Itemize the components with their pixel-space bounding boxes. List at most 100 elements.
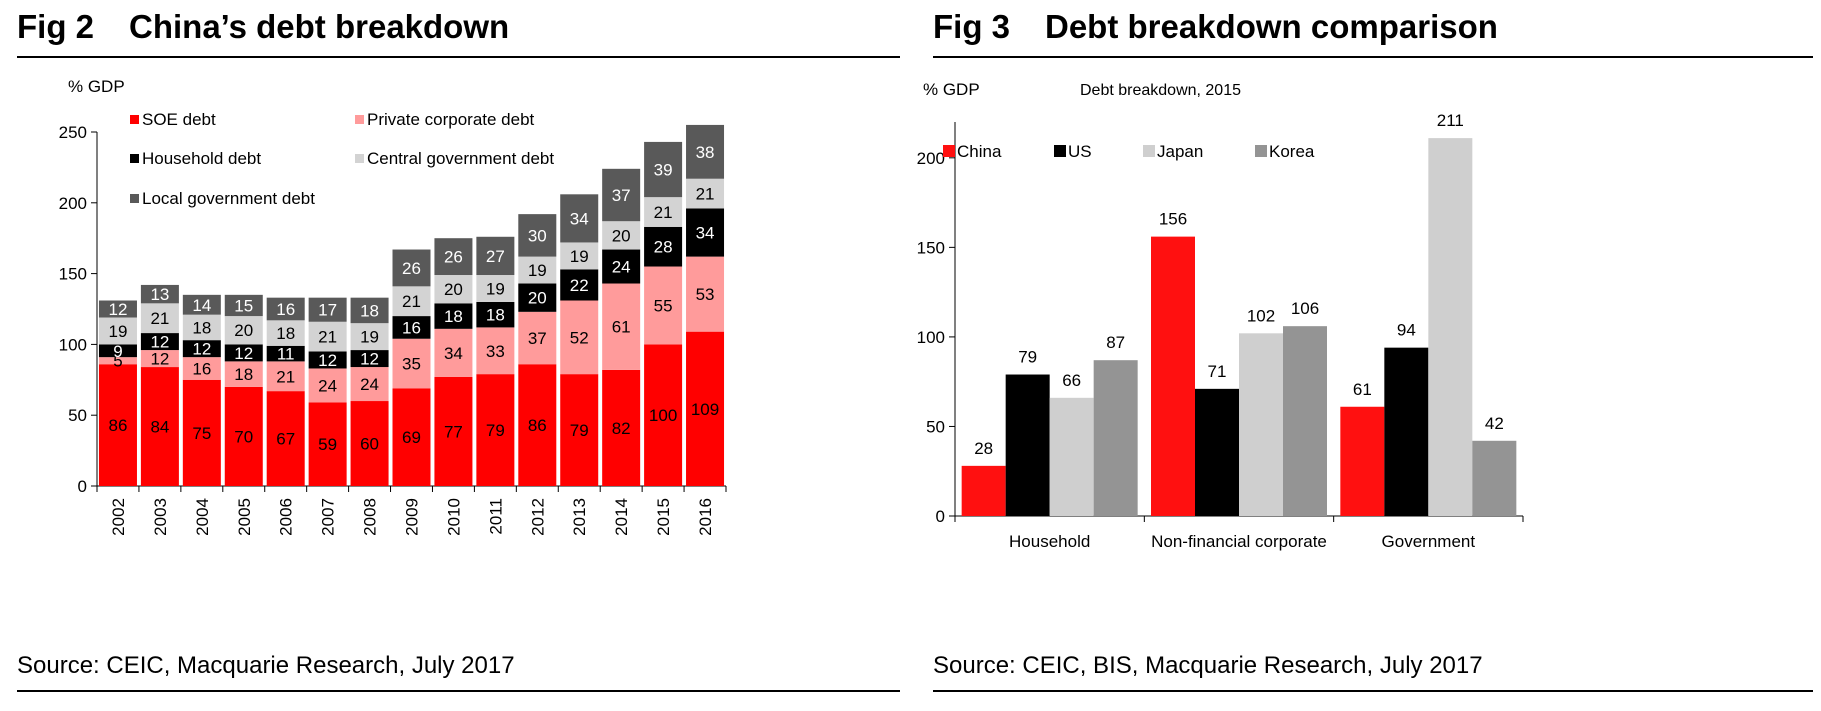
data-label-local-government-debt-2004: 14 — [192, 296, 211, 315]
bar-private-corporate-debt-2014 — [602, 283, 641, 370]
data-label-private-corporate-debt-2011: 33 — [486, 342, 505, 361]
legend-label-korea: Korea — [1269, 142, 1315, 161]
bar-local-government-debt-2002 — [98, 300, 137, 318]
data-label-household-debt-2015: 28 — [654, 238, 673, 257]
bar-household-debt-2004 — [182, 340, 221, 358]
bar-korea-household — [1093, 360, 1138, 516]
bar-central-government-debt-2016 — [686, 178, 725, 209]
bar-private-corporate-debt-2007 — [308, 368, 347, 403]
legend-swatch-private-corporate-debt — [355, 115, 364, 124]
bar-japan-household — [1049, 397, 1094, 516]
bar-local-government-debt-2012 — [518, 214, 557, 257]
data-label-central-government-debt-2016: 21 — [696, 185, 715, 204]
bar-us-household — [1005, 374, 1050, 516]
bar-household-debt-2012 — [518, 283, 557, 312]
data-label-japan-non-financial-corporate: 102 — [1247, 306, 1275, 325]
bar-local-government-debt-2013 — [560, 194, 599, 243]
bar-soe-debt-2004 — [182, 379, 221, 486]
bar-us-government — [1384, 347, 1429, 516]
data-label-soe-debt-2003: 84 — [150, 418, 169, 437]
data-label-soe-debt-2004: 75 — [192, 424, 211, 443]
data-label-private-corporate-debt-2008: 24 — [360, 375, 379, 394]
data-label-household-debt-2004: 12 — [192, 340, 211, 359]
bar-household-debt-2009 — [392, 316, 431, 339]
data-label-soe-debt-2016: 109 — [691, 400, 719, 419]
data-label-private-corporate-debt-2012: 37 — [528, 329, 547, 348]
figure-3-panel: Fig 3 Debt breakdown comparison % GDP Debt… — [917, 0, 1821, 711]
bar-private-corporate-debt-2002 — [98, 357, 137, 365]
data-label-private-corporate-debt-2007: 24 — [318, 376, 337, 395]
bar-private-corporate-debt-2013 — [560, 300, 599, 375]
bar-central-government-debt-2015 — [644, 197, 683, 227]
bar-soe-debt-2006 — [266, 391, 305, 486]
legend-label-china: China — [957, 142, 1002, 161]
bar-household-debt-2013 — [560, 269, 599, 301]
data-label-private-corporate-debt-2009: 35 — [402, 355, 421, 374]
bar-private-corporate-debt-2010 — [434, 328, 473, 377]
data-label-private-corporate-debt-2016: 53 — [696, 285, 715, 304]
bar-japan-government — [1428, 138, 1473, 517]
legend-swatch-us — [1054, 145, 1066, 157]
data-label-household-debt-2012: 20 — [528, 289, 547, 308]
x-tick-label-2013: 2013 — [570, 498, 589, 536]
bar-private-corporate-debt-2003 — [140, 350, 179, 368]
bar-china-household — [961, 465, 1006, 516]
data-label-local-government-debt-2014: 37 — [612, 186, 631, 205]
legend-label-local-government-debt: Local government debt — [142, 189, 315, 208]
bar-local-government-debt-2006 — [266, 297, 305, 321]
bar-central-government-debt-2007 — [308, 321, 347, 352]
figure-2-heading: China’s debt breakdown — [129, 8, 510, 45]
bar-private-corporate-debt-2006 — [266, 361, 305, 392]
data-label-household-debt-2005: 12 — [234, 344, 253, 363]
bar-central-government-debt-2006 — [266, 320, 305, 346]
bar-local-government-debt-2016 — [686, 124, 725, 179]
x-tick-label-2004: 2004 — [193, 498, 212, 536]
y-tick-label-200: 200 — [59, 194, 87, 213]
data-label-household-debt-2002: 9 — [113, 342, 122, 361]
data-label-household-debt-2014: 24 — [612, 258, 631, 277]
bar-central-government-debt-2002 — [98, 317, 137, 345]
bar-us-non-financial-corporate — [1195, 388, 1239, 516]
data-label-household-debt-2013: 22 — [570, 276, 589, 295]
data-label-local-government-debt-2012: 30 — [528, 226, 547, 245]
legend-label-soe-debt: SOE debt — [142, 110, 216, 129]
x-tick-label-2007: 2007 — [319, 498, 338, 536]
bar-local-government-debt-2010 — [434, 238, 473, 276]
bar-household-debt-2002 — [98, 344, 137, 358]
data-label-central-government-debt-2012: 19 — [528, 261, 547, 280]
figure-3-title: Fig 3 Debt breakdown comparison — [933, 8, 1498, 46]
y-tick-label-100: 100 — [59, 335, 87, 354]
figure-3-heading: Debt breakdown comparison — [1045, 8, 1498, 45]
bar-household-debt-2016 — [686, 208, 725, 257]
bar-local-government-debt-2004 — [182, 294, 221, 315]
x-tick-label-2010: 2010 — [444, 498, 463, 536]
legend-swatch-local-government-debt — [130, 194, 139, 203]
data-label-soe-debt-2009: 69 — [402, 428, 421, 447]
x-tick-label-2003: 2003 — [151, 498, 170, 536]
bar-soe-debt-2005 — [224, 386, 263, 486]
data-label-household-debt-2011: 18 — [486, 306, 505, 325]
data-label-household-debt-2016: 34 — [696, 224, 715, 243]
figure-3-top-rule — [933, 56, 1813, 58]
bar-japan-non-financial-corporate — [1239, 333, 1283, 516]
data-label-korea-household: 87 — [1106, 333, 1125, 352]
bar-household-debt-2007 — [308, 351, 347, 369]
bar-china-government — [1340, 406, 1385, 516]
bar-korea-government — [1472, 440, 1517, 516]
x-tick-label-2009: 2009 — [403, 498, 422, 536]
data-label-central-government-debt-2004: 18 — [192, 318, 211, 337]
bar-korea-non-financial-corporate — [1283, 326, 1327, 516]
x-tick-label-government: Government — [1382, 532, 1476, 551]
y-tick-label-250: 250 — [59, 123, 87, 142]
x-tick-label-2011: 2011 — [486, 498, 505, 535]
figure-2-source: Source: CEIC, Macquarie Research, July 2… — [17, 652, 515, 679]
data-label-china-household: 28 — [974, 439, 993, 458]
data-label-central-government-debt-2009: 21 — [402, 292, 421, 311]
data-label-us-government: 94 — [1397, 321, 1416, 340]
bar-soe-debt-2007 — [308, 402, 347, 486]
figure-3-bottom-rule — [933, 690, 1813, 692]
bar-private-corporate-debt-2016 — [686, 256, 725, 332]
y-tick-label-50: 50 — [926, 417, 945, 436]
data-label-soe-debt-2007: 59 — [318, 435, 337, 454]
bar-local-government-debt-2008 — [350, 297, 389, 324]
